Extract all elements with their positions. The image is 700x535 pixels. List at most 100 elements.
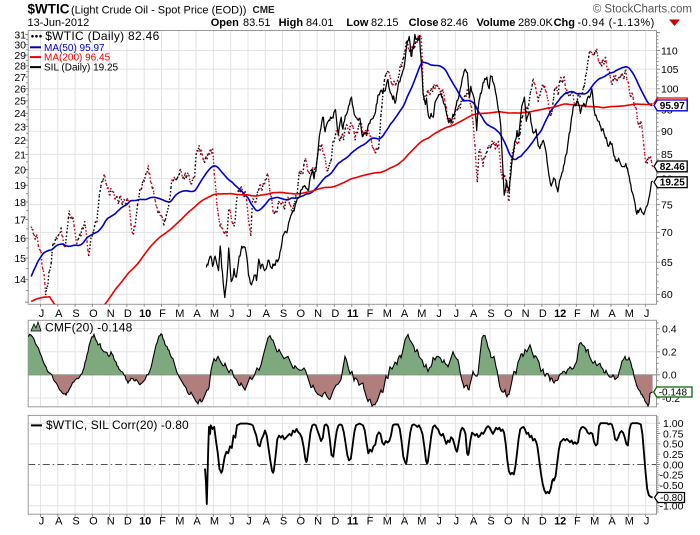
svg-text:100: 100 xyxy=(661,84,679,96)
svg-text:70: 70 xyxy=(661,227,673,239)
svg-text:11: 11 xyxy=(347,515,359,527)
svg-text:A: A xyxy=(263,308,271,320)
svg-text:A: A xyxy=(401,308,409,320)
svg-text:J: J xyxy=(229,515,235,527)
svg-text:J: J xyxy=(644,308,650,320)
svg-text:1.00: 1.00 xyxy=(663,418,684,430)
svg-text:14: 14 xyxy=(14,274,26,286)
svg-text:A: A xyxy=(193,308,201,320)
svg-text:A: A xyxy=(470,308,478,320)
svg-text:N: N xyxy=(314,515,322,527)
svg-text:(Light Crude Oil - Spot Price: (Light Crude Oil - Spot Price (EOD)) xyxy=(71,5,246,17)
svg-text:J: J xyxy=(436,515,442,527)
svg-text:SIL (Daily) 19.25: SIL (Daily) 19.25 xyxy=(44,63,119,74)
svg-text:29: 29 xyxy=(14,50,26,62)
svg-text:J: J xyxy=(454,515,460,527)
svg-text:23: 23 xyxy=(14,121,26,133)
svg-text:20: 20 xyxy=(14,164,26,176)
svg-text:O: O xyxy=(89,515,98,527)
svg-text:Low: Low xyxy=(346,17,368,29)
svg-text:Chg: Chg xyxy=(554,17,575,29)
svg-text:F: F xyxy=(367,308,374,320)
svg-text:A: A xyxy=(193,515,201,527)
svg-text:12: 12 xyxy=(554,515,566,527)
svg-text:S: S xyxy=(280,308,287,320)
svg-text:D: D xyxy=(331,308,339,320)
svg-text:S: S xyxy=(487,515,494,527)
svg-text:10: 10 xyxy=(139,308,151,320)
svg-text:27: 27 xyxy=(14,72,26,84)
svg-text:0.00: 0.00 xyxy=(663,459,684,471)
svg-text:10: 10 xyxy=(139,515,151,527)
svg-text:A: A xyxy=(55,515,63,527)
svg-text:D: D xyxy=(539,308,547,320)
svg-text:M: M xyxy=(210,308,219,320)
svg-text:19.25: 19.25 xyxy=(660,178,685,189)
svg-text:75: 75 xyxy=(661,199,673,211)
svg-text:0.75: 0.75 xyxy=(663,428,684,440)
svg-text:28: 28 xyxy=(14,61,26,73)
svg-text:F: F xyxy=(159,515,166,527)
svg-text:S: S xyxy=(72,515,79,527)
svg-text:$WTIC, SIL Corr(20) -0.80: $WTIC, SIL Corr(20) -0.80 xyxy=(46,418,189,432)
svg-text:M: M xyxy=(175,515,184,527)
svg-text:M: M xyxy=(175,308,184,320)
svg-text:MA(200) 96.45: MA(200) 96.45 xyxy=(44,53,111,64)
svg-text:0.0: 0.0 xyxy=(662,370,677,382)
svg-text:A: A xyxy=(55,308,63,320)
svg-text:A: A xyxy=(470,515,478,527)
svg-text:F: F xyxy=(574,308,581,320)
svg-text:289.0K: 289.0K xyxy=(518,17,554,29)
svg-text:J: J xyxy=(39,515,45,527)
svg-text:A: A xyxy=(401,515,409,527)
svg-text:12: 12 xyxy=(554,308,566,320)
svg-text:CME: CME xyxy=(253,5,276,16)
svg-text:-0.148: -0.148 xyxy=(659,388,688,399)
svg-text:18: 18 xyxy=(14,197,26,209)
svg-text:95.97: 95.97 xyxy=(660,101,685,112)
svg-text:M: M xyxy=(417,515,426,527)
svg-text:21: 21 xyxy=(14,149,26,161)
svg-text:High: High xyxy=(279,17,304,29)
svg-text:S: S xyxy=(280,515,287,527)
svg-text:M: M xyxy=(383,308,392,320)
svg-text:M: M xyxy=(210,515,219,527)
svg-text:26: 26 xyxy=(14,84,26,96)
svg-text:15: 15 xyxy=(14,253,26,265)
svg-text:D: D xyxy=(331,515,339,527)
svg-text:O: O xyxy=(504,308,513,320)
svg-text:O: O xyxy=(297,308,306,320)
svg-text:0.50: 0.50 xyxy=(663,439,684,451)
svg-text:13-Jun-2012: 13-Jun-2012 xyxy=(28,17,90,29)
svg-text:90: 90 xyxy=(661,126,673,138)
svg-text:17: 17 xyxy=(14,214,26,226)
svg-text:N: N xyxy=(314,308,322,320)
svg-text:M: M xyxy=(383,515,392,527)
svg-text:N: N xyxy=(107,515,115,527)
svg-text:84.01: 84.01 xyxy=(306,17,334,29)
svg-text:J: J xyxy=(229,308,235,320)
svg-text:A: A xyxy=(263,515,271,527)
svg-text:$WTIC: $WTIC xyxy=(28,2,70,17)
svg-text:-0.25: -0.25 xyxy=(660,470,684,482)
svg-text:22: 22 xyxy=(14,135,26,147)
svg-text:J: J xyxy=(246,308,252,320)
svg-text:31: 31 xyxy=(14,29,26,41)
svg-text:0.4: 0.4 xyxy=(662,324,677,336)
svg-text:24: 24 xyxy=(14,108,26,120)
svg-text:Close: Close xyxy=(409,17,439,29)
svg-text:S: S xyxy=(487,308,494,320)
svg-text:F: F xyxy=(367,515,374,527)
svg-text:82.46: 82.46 xyxy=(660,162,685,173)
svg-text:65: 65 xyxy=(661,257,673,269)
svg-text:11: 11 xyxy=(347,308,359,320)
svg-text:0.2: 0.2 xyxy=(662,347,677,359)
svg-text:M: M xyxy=(625,308,634,320)
svg-text:S: S xyxy=(72,308,79,320)
svg-text:D: D xyxy=(539,515,547,527)
svg-text:105: 105 xyxy=(661,64,679,76)
svg-text:-0.80: -0.80 xyxy=(660,493,683,504)
svg-text:J: J xyxy=(644,515,650,527)
svg-text:O: O xyxy=(89,308,98,320)
svg-text:60: 60 xyxy=(661,289,673,301)
